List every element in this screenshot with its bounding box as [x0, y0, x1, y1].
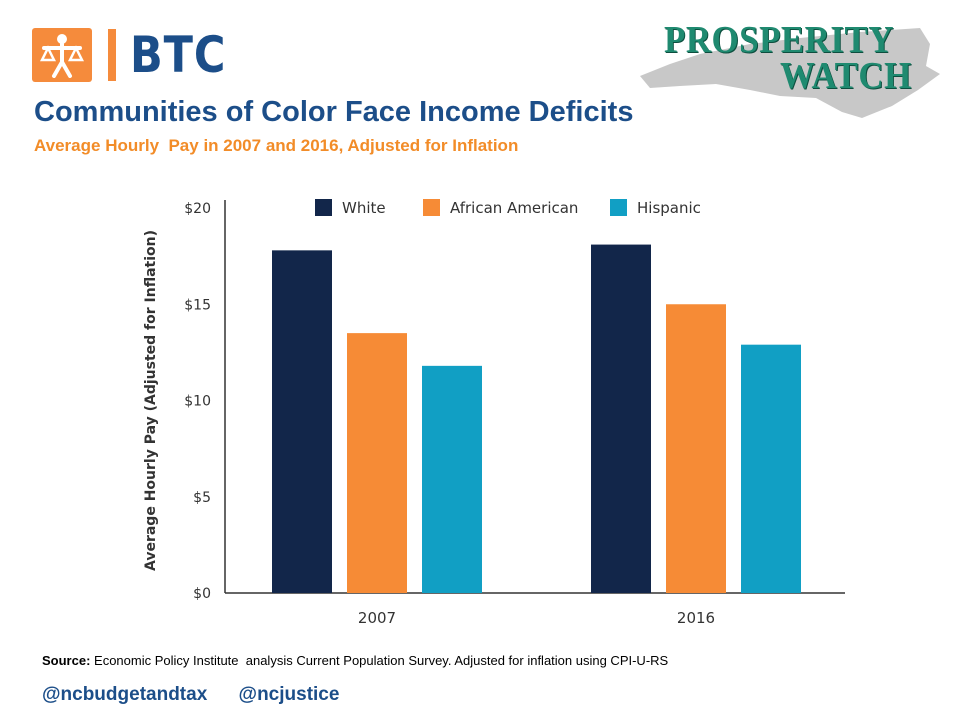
- btc-logo: BTC: [32, 28, 242, 82]
- y-tick-label: $5: [193, 490, 211, 506]
- page-title: Communities of Color Face Income Deficit…: [34, 96, 634, 128]
- x-tick-label: 2016: [677, 609, 715, 627]
- legend-label: White: [342, 199, 386, 217]
- legend-label: African American: [450, 199, 578, 217]
- legend-swatch: [610, 199, 627, 216]
- handle-ncbudgetandtax[interactable]: @ncbudgetandtax: [42, 684, 208, 705]
- y-tick-label: $10: [184, 394, 211, 410]
- partner-line1: PROSPERITY: [664, 19, 894, 61]
- bar-2007-african-american: [347, 333, 407, 593]
- y-tick-label: $20: [184, 201, 211, 217]
- scales-of-justice-figure-icon: [32, 28, 92, 82]
- handle-ncjustice[interactable]: @ncjustice: [238, 684, 340, 705]
- source-label: Source:: [42, 653, 91, 668]
- source-text: Economic Policy Institute analysis Curre…: [90, 653, 669, 668]
- y-tick-label: $15: [184, 297, 211, 313]
- bar-chart: $0 $5 $10 $15 $20 Average Hourly Pay (Adjuste…: [143, 199, 845, 627]
- y-tick-label: $0: [193, 586, 211, 602]
- legend-label: Hispanic: [637, 199, 701, 217]
- bar-2007-hispanic: [422, 365, 482, 593]
- source-note: Source: Economic Policy Institute analys…: [42, 653, 668, 668]
- legend-swatch: [315, 199, 332, 216]
- logo-divider: [108, 29, 116, 81]
- north-carolina-map-silhouette: [640, 28, 940, 118]
- x-tick-label: 2007: [358, 609, 396, 627]
- legend-swatch: [423, 199, 440, 216]
- logo-text: BTC: [130, 26, 227, 84]
- y-axis-label: Average Hourly Pay (Adjusted for Inflati…: [143, 230, 159, 571]
- prosperity-watch-logo: PROSPERITY WATCH: [630, 14, 950, 134]
- bar-2016-african-american: [666, 304, 726, 593]
- bar-2007-white: [272, 250, 332, 593]
- bar-2016-white: [591, 244, 651, 593]
- page-subtitle: Average Hourly Pay in 2007 and 2016, Adj…: [34, 136, 519, 155]
- partner-line2: WATCH: [780, 55, 912, 97]
- bar-2016-hispanic: [741, 344, 801, 593]
- social-handles: @ncbudgetandtax @ncjustice: [42, 684, 365, 706]
